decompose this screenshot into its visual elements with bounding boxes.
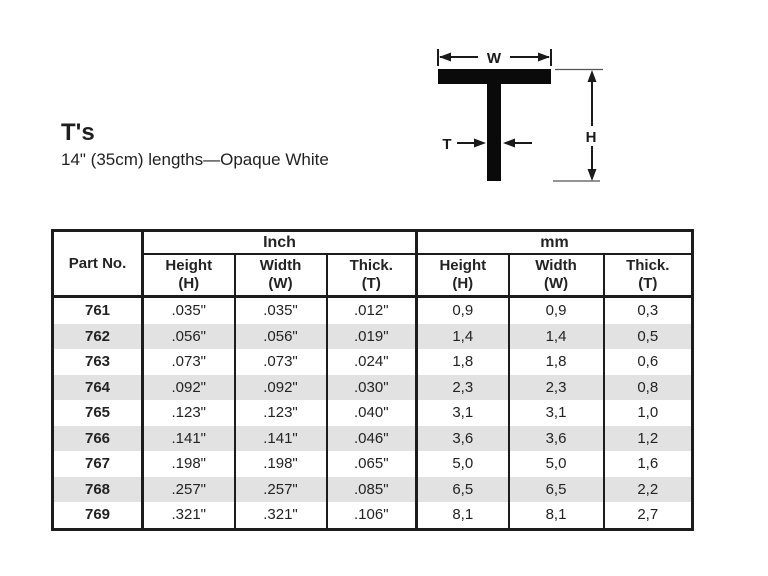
inch-thick-cell: .065" (325, 451, 417, 477)
mm-height-header: Height (H) (415, 254, 509, 298)
mm-thick-cell: 2,7 (602, 502, 693, 529)
inch-height-cell: .123" (141, 400, 235, 426)
t-profile-diagram: W H T (437, 49, 603, 182)
inch-thick-header: Thick. (T) (325, 254, 417, 298)
inch-height-cell: .056" (141, 323, 235, 349)
part-no-cell: 761 (84, 302, 111, 319)
width-dimension (437, 49, 552, 66)
height-dimension (553, 68, 603, 182)
mm-thick-cell: 1,2 (602, 425, 693, 451)
mm-height-cell: 8,1 (415, 502, 509, 529)
inch-thick-cell: .024" (325, 349, 417, 375)
inch-width-cell: .092" (233, 374, 327, 400)
mm-width-cell: 6,5 (507, 476, 604, 502)
inch-height-cell: .321" (141, 502, 235, 529)
inch-height-cell: .198" (141, 451, 235, 477)
table-row: 762 .056" .056" .019" 1,4 1,4 0,5 (52, 323, 693, 349)
thickness-label: T (442, 136, 451, 153)
inch-width-cell: .141" (233, 425, 327, 451)
mm-thick-header: Thick. (T) (602, 254, 693, 298)
mm-width-cell: 3,6 (507, 425, 604, 451)
part-no-cell: 762 (84, 327, 111, 345)
part-no-cell: 767 (84, 455, 111, 472)
mm-height-cell: 1,4 (415, 323, 509, 349)
inch-thick-cell: .085" (325, 476, 417, 502)
mm-width-cell: 3,1 (507, 400, 604, 426)
mm-width-cell: 5,0 (507, 451, 604, 477)
height-label: H (586, 129, 597, 146)
mm-height-cell: 6,5 (415, 476, 509, 502)
mm-thick-cell: 0,6 (602, 349, 693, 375)
inch-thick-cell: .030" (325, 374, 417, 400)
dimension-table: Part No. Inch mm Height (H) Width (W) Thic… (51, 229, 695, 531)
mm-group-header: mm (415, 230, 693, 255)
page-title: T's (61, 119, 95, 146)
t-shape (438, 69, 551, 181)
inch-width-header: Width (W) (233, 254, 327, 298)
inch-width-cell: .198" (233, 451, 327, 477)
group-header-row: Part No. Inch mm (52, 230, 693, 298)
mm-width-cell: 0,9 (507, 296, 604, 324)
inch-height-cell: .092" (141, 374, 235, 400)
inch-width-cell: .123" (233, 400, 327, 426)
table-row: 766 .141" .141" .046" 3,6 3,6 1,2 (52, 425, 693, 451)
part-no-cell: 768 (84, 480, 111, 498)
mm-thick-cell: 0,3 (602, 296, 693, 324)
mm-height-cell: 1,8 (415, 349, 509, 375)
part-no-cell: 764 (84, 378, 111, 396)
inch-thick-cell: .019" (325, 323, 417, 349)
mm-height-cell: 3,1 (415, 400, 509, 426)
width-label: W (487, 50, 502, 67)
inch-width-cell: .257" (233, 476, 327, 502)
inch-height-cell: .035" (141, 296, 235, 324)
part-no-cell: 769 (84, 506, 111, 523)
mm-height-cell: 0,9 (415, 296, 509, 324)
table-row: 765 .123" .123" .040" 3,1 3,1 1,0 (53, 400, 693, 426)
mm-width-cell: 1,8 (507, 349, 604, 375)
part-no-header: Part No. (52, 230, 144, 298)
table-row: 769 .321" .321" .106" 8,1 8,1 2,7 (53, 502, 693, 529)
mm-height-cell: 3,6 (415, 425, 509, 451)
inch-thick-cell: .040" (325, 400, 417, 426)
mm-height-cell: 2,3 (415, 374, 509, 400)
inch-height-header: Height (H) (141, 254, 235, 298)
table-row: 764 .092" .092" .030" 2,3 2,3 0,8 (52, 374, 693, 400)
inch-thick-cell: .046" (325, 425, 417, 451)
mm-width-cell: 2,3 (507, 374, 604, 400)
mm-thick-cell: 0,5 (602, 323, 693, 349)
inch-width-cell: .035" (233, 296, 327, 324)
table-row: 763 .073" .073" .024" 1,8 1,8 0,6 (53, 349, 693, 375)
mm-thick-cell: 2,2 (602, 476, 693, 502)
inch-height-cell: .257" (141, 476, 235, 502)
table-row: 767 .198" .198" .065" 5,0 5,0 1,6 (53, 451, 693, 477)
table-row: 768 .257" .257" .085" 6,5 6,5 2,2 (52, 476, 693, 502)
inch-height-cell: .141" (141, 425, 235, 451)
mm-height-cell: 5,0 (415, 451, 509, 477)
mm-width-cell: 1,4 (507, 323, 604, 349)
page-subtitle: 14" (35cm) lengths—Opaque White (61, 150, 329, 169)
part-no-cell: 766 (84, 429, 111, 447)
inch-thick-cell: .012" (325, 296, 417, 324)
inch-width-cell: .056" (233, 323, 327, 349)
mm-thick-cell: 1,0 (602, 400, 693, 426)
mm-width-cell: 8,1 (507, 502, 604, 529)
inch-width-cell: .321" (233, 502, 327, 529)
part-no-cell: 763 (84, 353, 111, 370)
mm-width-header: Width (W) (507, 254, 604, 298)
inch-width-cell: .073" (233, 349, 327, 375)
inch-thick-cell: .106" (325, 502, 417, 529)
inch-height-cell: .073" (141, 349, 235, 375)
mm-thick-cell: 1,6 (602, 451, 693, 477)
sub-header-row: Height (H) Width (W) Thick. (T) Height (H) W… (53, 254, 693, 298)
mm-thick-cell: 0,8 (602, 374, 693, 400)
part-no-cell: 765 (84, 404, 111, 421)
table-row: 761 .035" .035" .012" 0,9 0,9 0,3 (53, 296, 693, 324)
thickness-dimension (457, 138, 532, 148)
inch-group-header: Inch (140, 230, 417, 255)
